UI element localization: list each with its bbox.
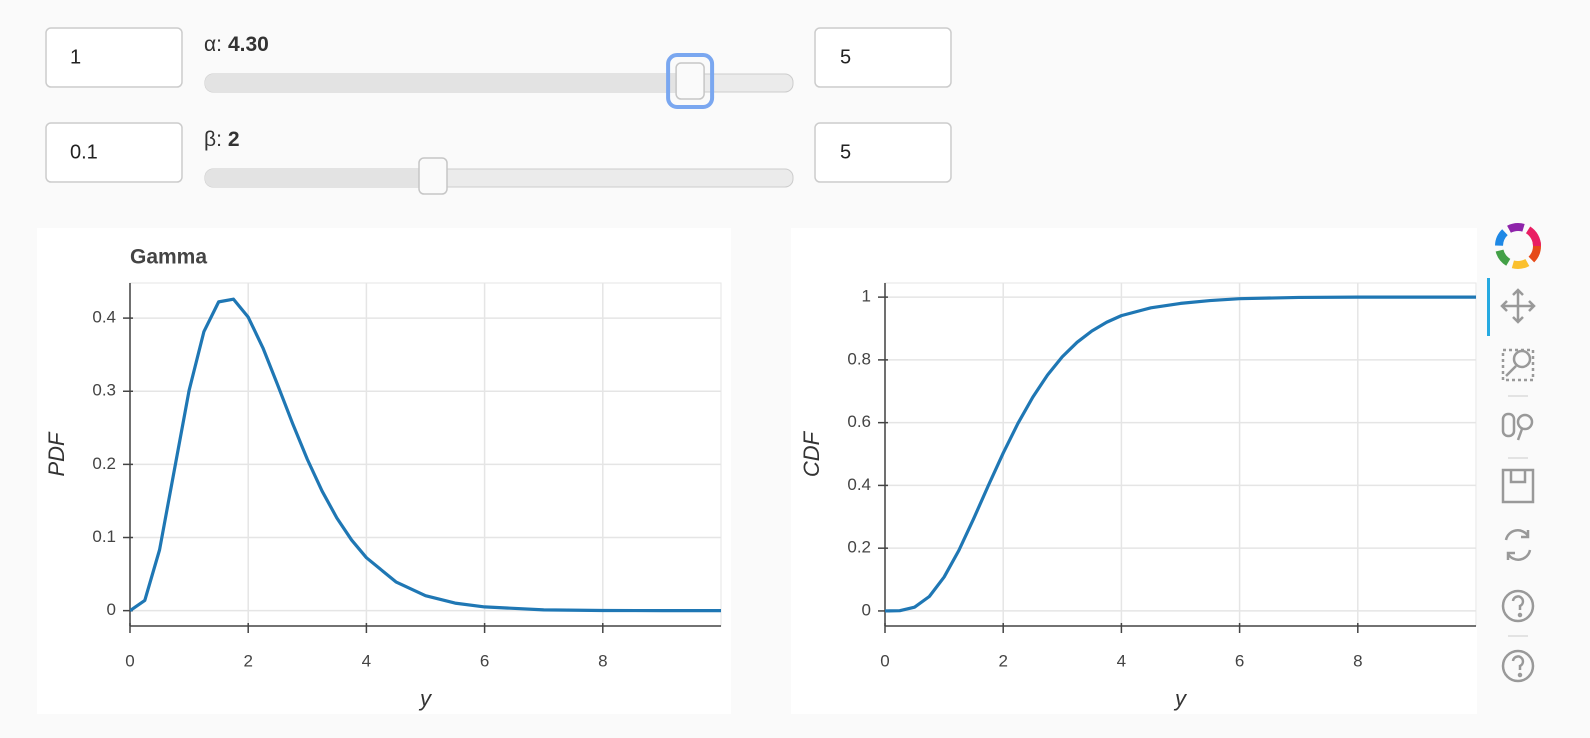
end-input-text: 5 — [840, 46, 851, 68]
y-tick-label: 0.3 — [92, 381, 116, 400]
y-tick-label: 0 — [107, 600, 116, 619]
x-tick-label: 4 — [1117, 651, 1126, 670]
chart-title: Gamma — [130, 246, 207, 269]
y-tick-label: 0.2 — [847, 538, 871, 557]
pan-tool[interactable] — [1500, 288, 1536, 324]
active-indicator — [1487, 278, 1490, 336]
focus-ring — [666, 53, 715, 109]
chart-panel — [791, 228, 1477, 714]
y-tick-label: 0.1 — [92, 527, 116, 546]
slider-fill — [205, 74, 691, 92]
x-axis-label: y — [1173, 686, 1188, 711]
y-tick-label: 0.6 — [847, 412, 871, 431]
data-line — [130, 297, 721, 613]
start-input[interactable] — [45, 27, 183, 88]
x-tick-label: 8 — [1353, 651, 1362, 670]
end-input[interactable] — [814, 27, 952, 88]
bokeh-logo[interactable] — [1495, 223, 1541, 269]
x-tick-label: 6 — [1235, 651, 1244, 670]
slider-title: β: 2 — [204, 128, 240, 151]
slider-handle[interactable] — [675, 62, 705, 100]
save-tool[interactable] — [1501, 468, 1535, 504]
slider-label: α: — [204, 33, 222, 56]
x-axis-label: y — [418, 686, 433, 711]
slider-value: 4.30 — [228, 33, 269, 56]
logo-arc — [1495, 223, 1541, 269]
chart: 0 2 4 6 8 0 0.2 0.4 0.6 0.8 1 y CDF — [791, 228, 1477, 714]
data-line — [885, 295, 1476, 613]
y-tick-label: 0.4 — [92, 308, 116, 327]
start-input-text: 0.1 — [70, 141, 98, 163]
slider-label: β: — [204, 128, 222, 151]
reset-tool[interactable] — [1504, 529, 1532, 561]
x-tick-label: 2 — [998, 651, 1007, 670]
x-tick-label: 4 — [362, 651, 371, 670]
logo-arc — [1495, 223, 1541, 269]
x-tick-label: 6 — [480, 651, 489, 670]
x-tick-label: 0 — [125, 651, 134, 670]
slider-title: α: 4.30 — [204, 33, 269, 56]
y-tick-label: 1 — [862, 287, 871, 306]
x-tick-label: 0 — [880, 651, 889, 670]
y-tick-label: 0.4 — [847, 475, 871, 494]
x-tick-label: 2 — [243, 651, 252, 670]
slider-value: 2 — [228, 128, 240, 151]
x-tick-label: 8 — [598, 651, 607, 670]
box-zoom-tool[interactable] — [1501, 348, 1535, 382]
y-axis-label: PDF — [44, 431, 69, 477]
start-input-text: 1 — [70, 46, 81, 68]
wheel-zoom-tool[interactable] — [1501, 412, 1534, 441]
logo-arc — [1495, 223, 1541, 269]
help-tool[interactable] — [1501, 589, 1535, 623]
y-tick-label: 0 — [862, 600, 871, 619]
slider-fill — [205, 169, 433, 187]
y-tick-label: 0.8 — [847, 349, 871, 368]
y-axis-label: CDF — [799, 430, 824, 477]
help-tool[interactable] — [1501, 649, 1535, 683]
end-input[interactable] — [814, 122, 952, 183]
chart-panel — [37, 228, 731, 714]
slider-handle[interactable] — [418, 157, 448, 195]
y-tick-label: 0.2 — [92, 454, 116, 473]
start-input[interactable] — [45, 122, 183, 183]
toolbar — [1487, 223, 1541, 683]
chart: 0 2 4 6 8 0 0.1 0.2 0.3 0.4 Gamma y PDF — [37, 228, 731, 714]
end-input-text: 5 — [840, 141, 851, 163]
